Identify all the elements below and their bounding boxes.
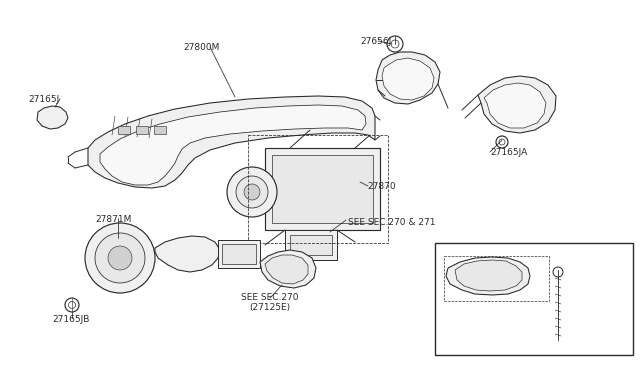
Text: 27165JB: 27165JB bbox=[52, 315, 90, 324]
Polygon shape bbox=[484, 83, 546, 128]
Polygon shape bbox=[88, 96, 375, 188]
Text: 27831M: 27831M bbox=[462, 312, 499, 321]
Text: 27165J: 27165J bbox=[28, 95, 60, 104]
Bar bbox=[444, 256, 549, 301]
Text: SEE SEC.270
(27125E): SEE SEC.270 (27125E) bbox=[241, 293, 299, 312]
Polygon shape bbox=[265, 255, 308, 284]
Text: 27871M: 27871M bbox=[95, 215, 131, 224]
Polygon shape bbox=[455, 260, 522, 291]
Polygon shape bbox=[376, 52, 440, 104]
Bar bbox=[265, 148, 380, 230]
Polygon shape bbox=[260, 250, 316, 288]
Text: ^273*0.93: ^273*0.93 bbox=[545, 338, 595, 347]
Circle shape bbox=[95, 233, 145, 283]
Bar bbox=[290, 235, 332, 255]
Polygon shape bbox=[155, 236, 220, 272]
Bar bbox=[118, 126, 130, 134]
Text: 4WD.AT [0894-0196]: 4WD.AT [0894-0196] bbox=[444, 247, 538, 256]
Text: 27167A: 27167A bbox=[564, 262, 599, 271]
Bar bbox=[222, 244, 256, 264]
Polygon shape bbox=[100, 105, 366, 185]
Text: 27800M: 27800M bbox=[183, 43, 220, 52]
Text: SEE SEC.270 & 271: SEE SEC.270 & 271 bbox=[348, 218, 435, 227]
Circle shape bbox=[236, 176, 268, 208]
Circle shape bbox=[244, 184, 260, 200]
Circle shape bbox=[227, 167, 277, 217]
Text: 27870: 27870 bbox=[367, 182, 396, 191]
Bar bbox=[272, 155, 373, 223]
Text: 27165JA: 27165JA bbox=[490, 148, 527, 157]
Polygon shape bbox=[478, 76, 556, 133]
Circle shape bbox=[85, 223, 155, 293]
Bar bbox=[218, 240, 260, 268]
Bar bbox=[154, 126, 166, 134]
Polygon shape bbox=[37, 106, 68, 129]
Polygon shape bbox=[382, 58, 434, 100]
Bar bbox=[136, 126, 148, 134]
Circle shape bbox=[108, 246, 132, 270]
Text: 27656J: 27656J bbox=[360, 37, 391, 46]
Bar bbox=[435, 243, 633, 355]
Bar bbox=[248, 135, 388, 243]
Bar bbox=[285, 230, 337, 260]
Polygon shape bbox=[446, 257, 530, 295]
